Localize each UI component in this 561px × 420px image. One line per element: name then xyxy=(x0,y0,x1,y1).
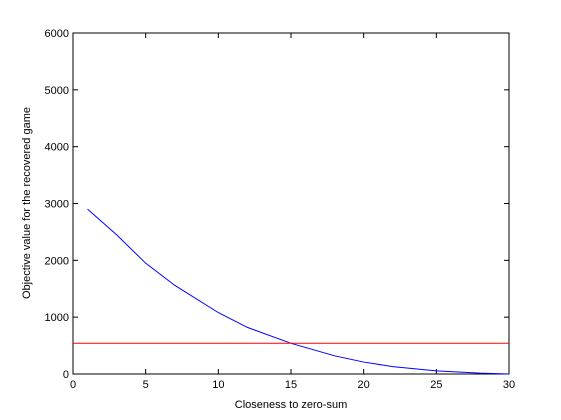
y-tick-label: 5000 xyxy=(45,85,69,97)
x-tick-label: 30 xyxy=(503,379,515,391)
y-tick-label: 2000 xyxy=(45,255,69,267)
y-axis-label: Objective value for the recovered game xyxy=(21,107,33,299)
x-tick-label: 10 xyxy=(212,379,224,391)
y-tick-label: 3000 xyxy=(45,199,69,211)
x-tick-label: 25 xyxy=(430,379,442,391)
plot-area xyxy=(72,32,510,375)
y-tick-label: 6000 xyxy=(45,28,69,40)
x-tick-label: 15 xyxy=(285,379,297,391)
x-axis-label: Closeness to zero-sum xyxy=(235,399,348,411)
y-tick-label: 4000 xyxy=(45,142,69,154)
y-tick-label: 0 xyxy=(63,369,69,381)
y-tick-label: 1000 xyxy=(45,312,69,324)
x-tick-label: 5 xyxy=(143,379,149,391)
x-tick-label: 20 xyxy=(358,379,370,391)
x-tick-label: 0 xyxy=(70,379,76,391)
